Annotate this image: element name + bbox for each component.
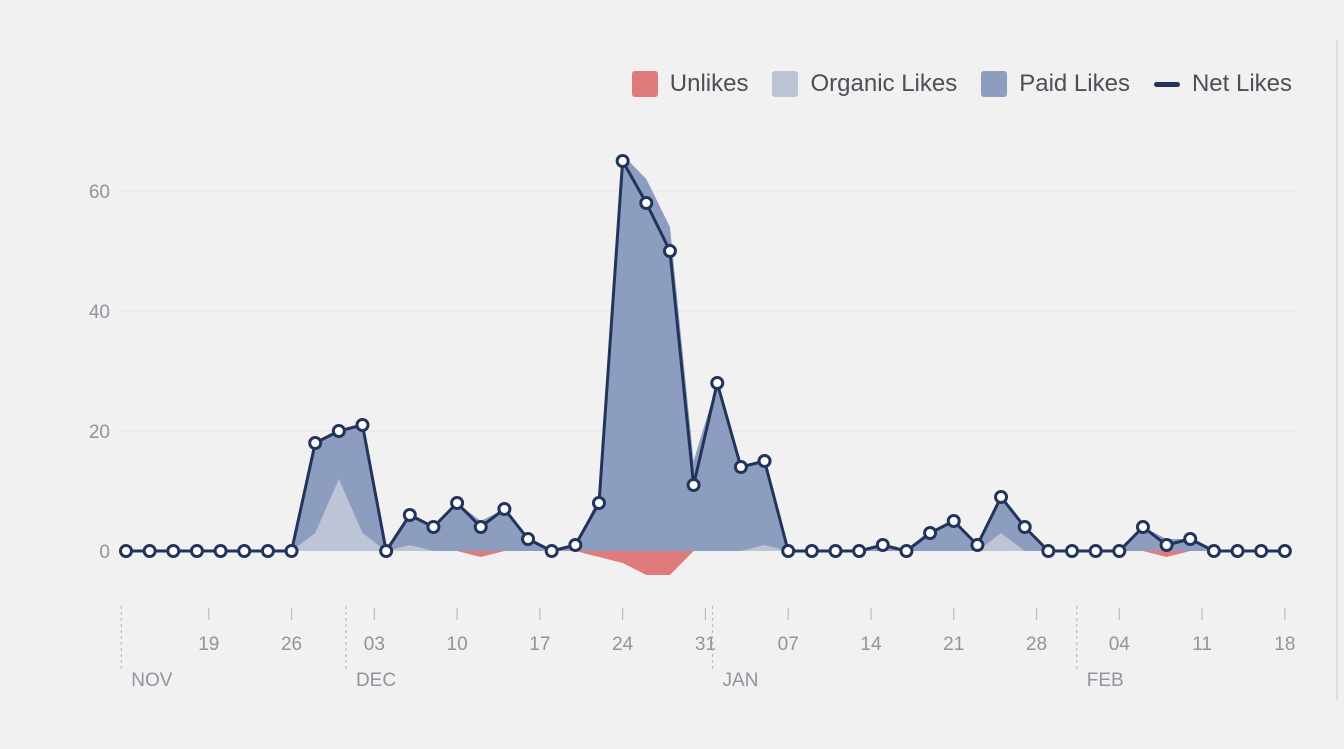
net-likes-point-24: [686, 478, 701, 492]
net-likes-point-28: [781, 544, 796, 558]
x-tick-label-28: 28: [1026, 634, 1047, 655]
paid-likes-swatch: [981, 71, 1008, 97]
net-likes-point-4: [213, 544, 228, 558]
net-likes-point-39: [1041, 544, 1056, 558]
legend-label-net-likes: Net Likes: [1191, 70, 1292, 97]
net-likes-point-5: [237, 544, 252, 558]
net-likes-point-48: [1254, 544, 1269, 558]
net-likes-point-10: [355, 418, 370, 432]
x-tick-label-26: 26: [281, 634, 302, 655]
net-likes-point-40: [1065, 544, 1079, 558]
net-likes-point-37: [994, 490, 1009, 504]
x-tick-label-03: 03: [364, 634, 385, 655]
net-likes-point-42: [1112, 544, 1127, 558]
net-likes-point-3: [189, 544, 204, 558]
x-tick-label-17: 17: [529, 634, 550, 655]
net-likes-point-18: [544, 544, 559, 558]
legend-label-unlikes: Unlikes: [669, 70, 749, 97]
net-likes-point-49: [1277, 544, 1292, 558]
net-likes-point-25: [710, 376, 725, 390]
panel-edge: [1336, 40, 1338, 700]
net-likes-point-11: [379, 544, 394, 558]
legend-item-paid-likes[interactable]: Paid Likes: [981, 70, 1130, 98]
chart-legend: Unlikes Organic Likes Paid Likes Net Lik…: [631, 70, 1292, 98]
net-likes-point-21: [615, 154, 630, 168]
x-tick-label-11: 11: [1192, 634, 1212, 655]
net-likes-point-41: [1088, 544, 1103, 558]
legend-item-unlikes[interactable]: Unlikes: [631, 70, 749, 98]
paid-likes-area: [126, 155, 1285, 551]
net-likes-point-30: [828, 544, 843, 558]
x-tick-label-31: 31: [695, 634, 716, 655]
net-likes-point-43: [1135, 520, 1150, 534]
net-likes-point-27: [757, 454, 772, 468]
net-likes-point-38: [1017, 520, 1032, 534]
y-tick-label-40: 40: [89, 302, 110, 323]
y-tick-label-60: 60: [89, 182, 110, 203]
x-tick-label-19: 19: [198, 634, 219, 655]
x-tick-label-18: 18: [1274, 634, 1295, 655]
x-tick-label-14: 14: [860, 634, 882, 655]
legend-label-paid-likes: Paid Likes: [1019, 70, 1130, 97]
net-likes-point-23: [662, 244, 677, 258]
y-tick-label-0: 0: [99, 542, 110, 563]
x-tick-label-10: 10: [447, 634, 468, 655]
net-likes-point-47: [1230, 544, 1245, 558]
month-label-NOV: NOV: [131, 670, 173, 691]
x-tick-label-21: 21: [943, 634, 964, 655]
net-likes-point-6: [260, 544, 275, 558]
net-likes-point-1: [142, 544, 157, 558]
net-likes-point-34: [923, 526, 938, 540]
net-likes-point-17: [521, 532, 536, 546]
x-tick-label-24: 24: [612, 634, 634, 655]
net-likes-point-9: [331, 424, 346, 438]
net-likes-point-33: [899, 544, 914, 558]
legend-item-net-likes[interactable]: Net Likes: [1153, 70, 1292, 98]
net-likes-point-8: [308, 436, 323, 450]
legend-label-organic-likes: Organic Likes: [810, 70, 958, 97]
month-label-FEB: FEB: [1087, 670, 1124, 691]
net-likes-point-32: [875, 538, 890, 552]
net-likes-point-35: [946, 514, 961, 528]
net-likes-point-13: [426, 520, 441, 534]
net-likes-point-2: [166, 544, 181, 558]
net-likes-point-22: [639, 196, 654, 210]
net-likes-point-26: [733, 460, 748, 474]
net-likes-point-0: [119, 544, 133, 558]
organic-likes-swatch: [772, 71, 799, 97]
net-likes-point-15: [473, 520, 488, 534]
net-likes-point-14: [450, 496, 465, 510]
net-likes-point-19: [568, 538, 583, 552]
net-likes-point-36: [970, 538, 985, 552]
month-label-JAN: JAN: [723, 670, 759, 691]
net-likes-point-46: [1206, 544, 1221, 558]
net-likes-point-16: [497, 502, 512, 516]
legend-item-organic-likes[interactable]: Organic Likes: [772, 70, 957, 98]
net-likes-point-31: [852, 544, 867, 558]
net-likes-point-12: [402, 508, 417, 522]
x-tick-label-07: 07: [778, 634, 799, 655]
net-likes-point-20: [592, 496, 606, 510]
x-tick-label-04: 04: [1109, 634, 1131, 655]
net-likes-point-29: [804, 544, 819, 558]
unlikes-area: [126, 551, 1285, 575]
net-likes-point-44: [1159, 538, 1174, 552]
net-likes-point-7: [284, 544, 299, 558]
net-likes-point-45: [1183, 532, 1198, 546]
month-label-DEC: DEC: [356, 670, 396, 691]
y-tick-label-20: 20: [89, 422, 110, 443]
unlikes-swatch: [631, 71, 658, 97]
net-likes-swatch: [1153, 81, 1180, 87]
